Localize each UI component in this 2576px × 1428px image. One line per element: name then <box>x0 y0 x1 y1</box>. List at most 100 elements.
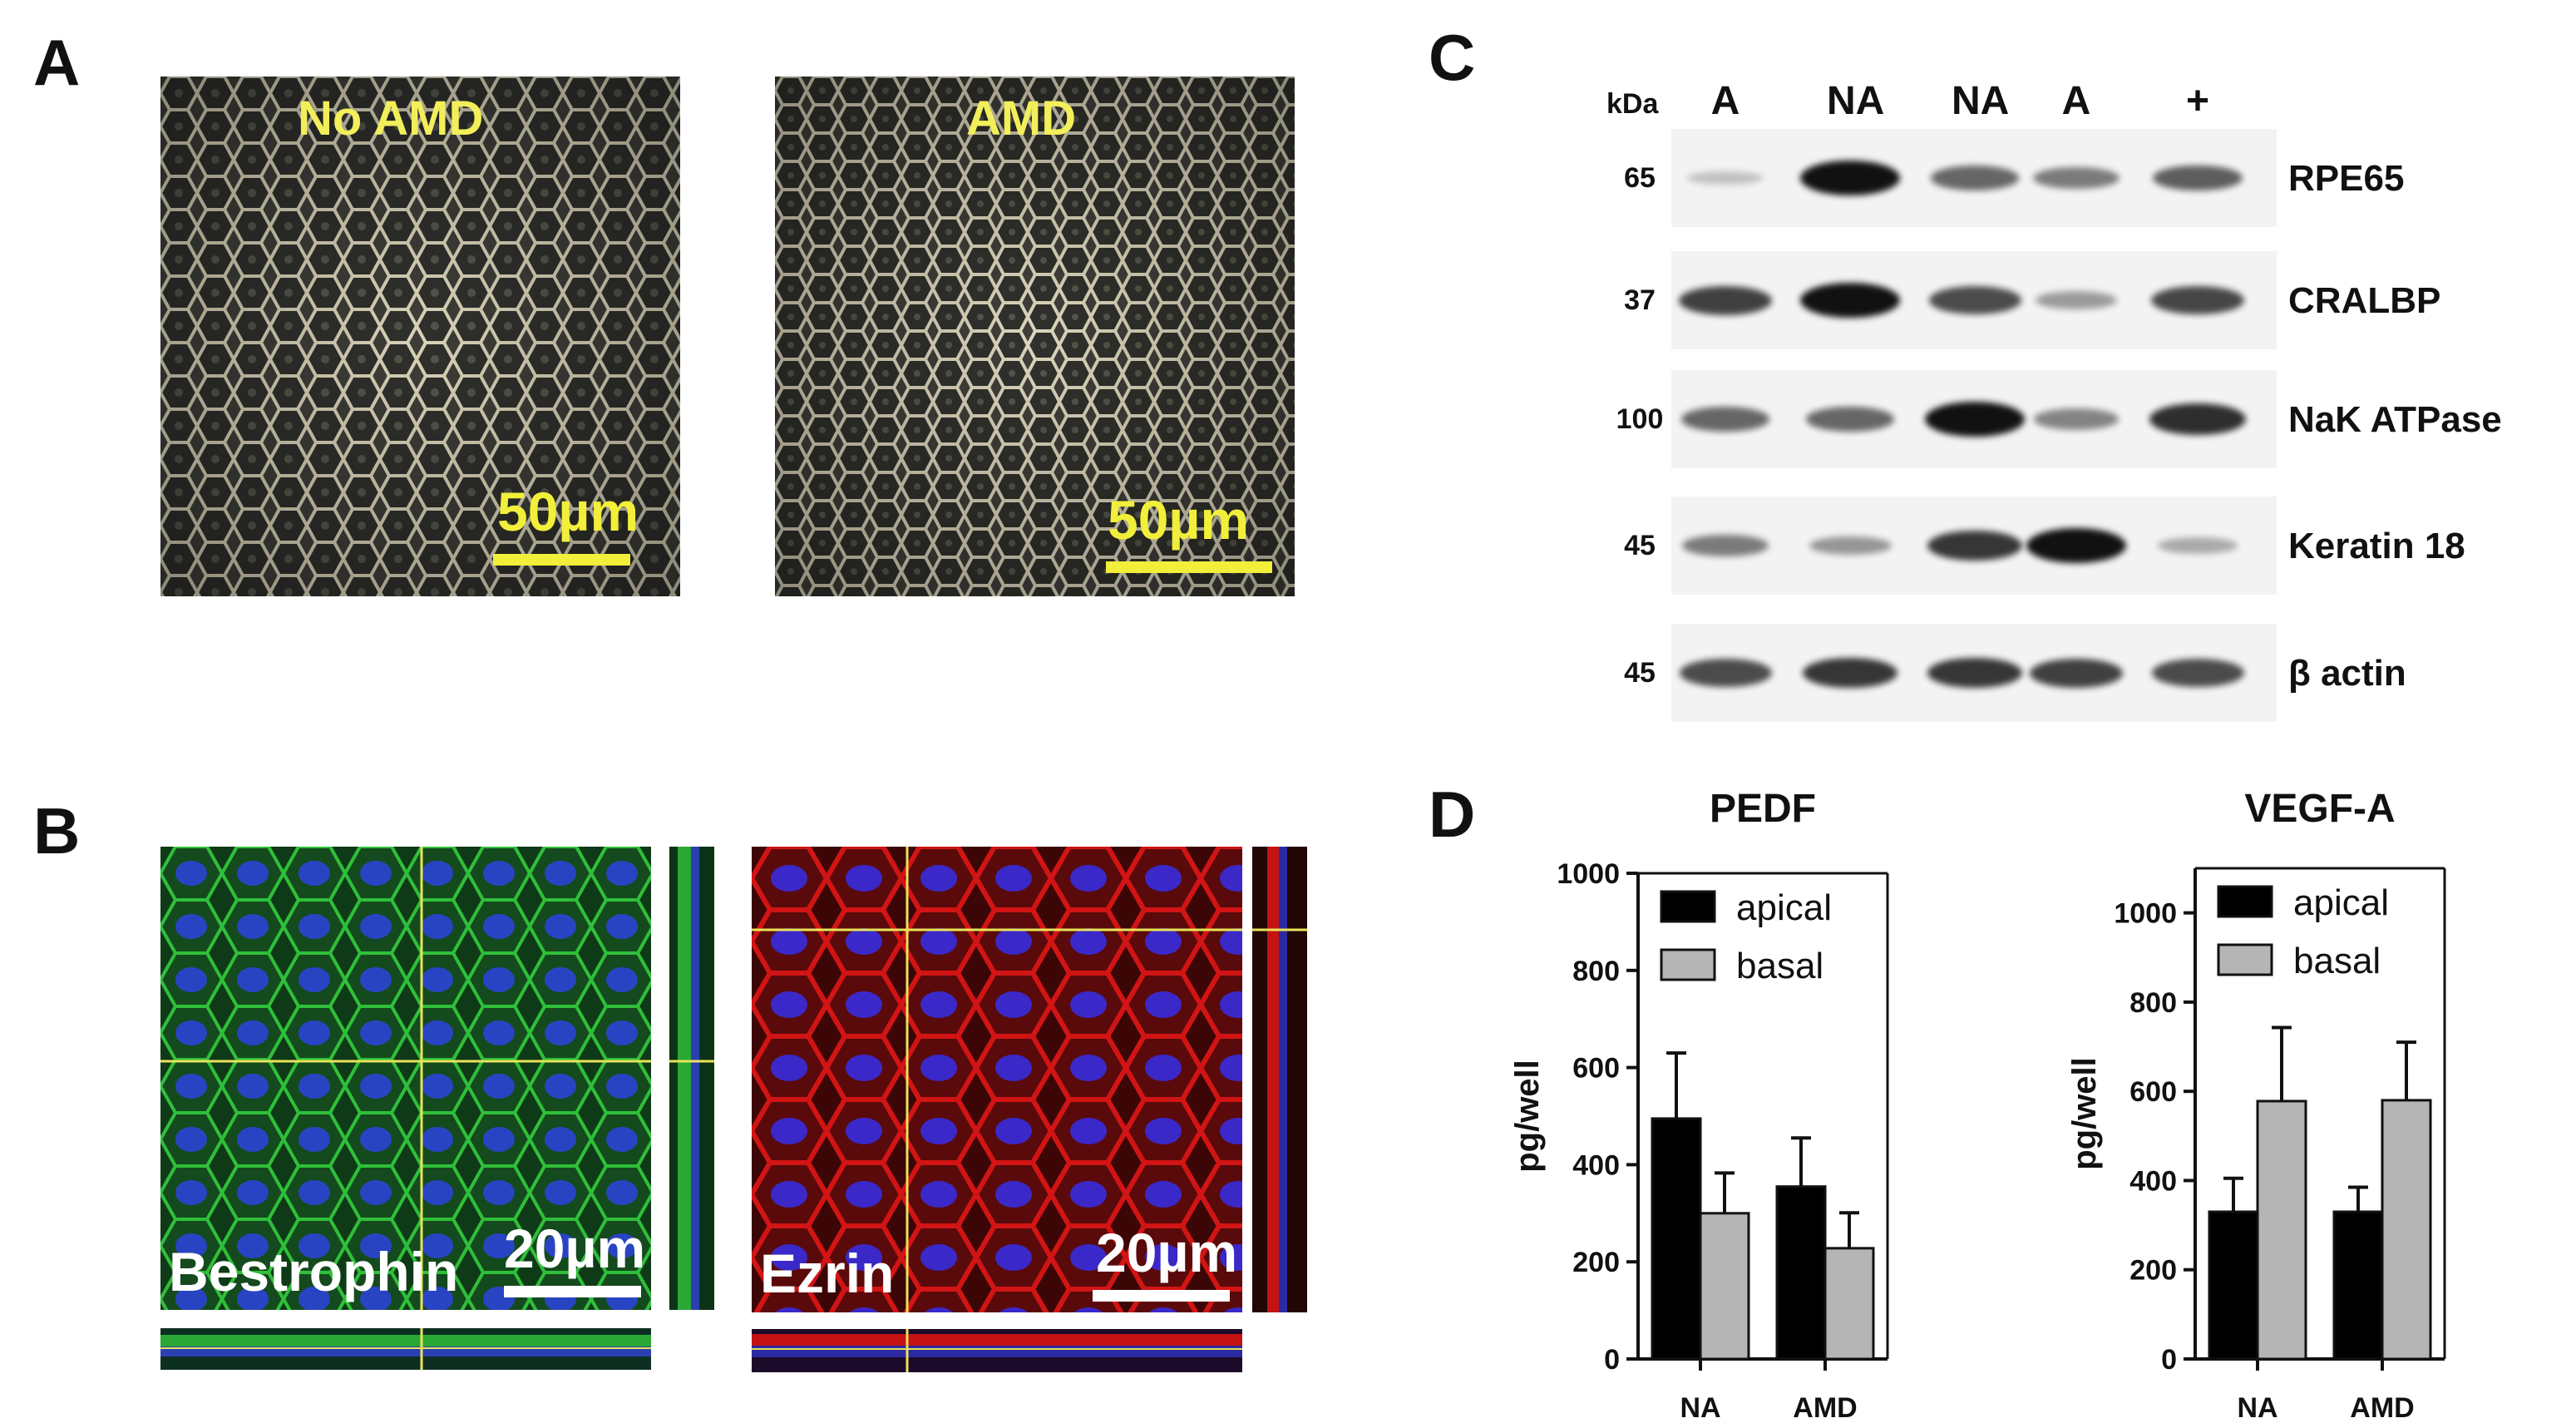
label-ezrin: Ezrin <box>760 1243 895 1304</box>
kda-header: kDa <box>1606 88 1659 120</box>
blot-band <box>1927 657 2022 689</box>
y-tick-label: 600 <box>2129 1076 2177 1108</box>
scale-bar-b-left <box>504 1286 641 1297</box>
confocal-image-ezrin: Ezrin 20µm <box>752 847 1242 1312</box>
bar-apical <box>2208 1210 2259 1361</box>
panel-letter-b: B <box>33 794 81 867</box>
kda-value: 37 <box>1624 284 1656 316</box>
y-tick-label: 400 <box>1572 1149 1620 1181</box>
chart-vegfa: VEGF-A 0 200 400 600 800 1000 pg/well NA AMD apica… <box>2066 787 2446 1422</box>
legend-swatch <box>1660 948 1716 981</box>
lane-label: A <box>2061 79 2091 123</box>
blot-band <box>2153 165 2243 191</box>
blot-band <box>1925 402 2025 437</box>
blot-strip <box>1671 251 2277 349</box>
y-tick-label: 1000 <box>2114 898 2177 930</box>
orthogonal-xz-bestrophin <box>160 1328 651 1370</box>
scale-bar-a-right <box>1106 561 1272 573</box>
x-tick-label: NA <box>2237 1392 2277 1422</box>
blot-band <box>2029 658 2124 688</box>
blot-band <box>2034 408 2119 430</box>
y-axis-label: pg/well <box>2066 1057 2103 1170</box>
x-tick-label: AMD <box>1793 1392 1857 1422</box>
lane-label: NA <box>1952 79 2010 123</box>
legend-swatch <box>2217 885 2273 918</box>
ezrin-staining <box>752 847 1242 1312</box>
label-no-amd: No AMD <box>298 91 484 146</box>
label-bestrophin: Bestrophin <box>169 1241 459 1302</box>
legend-label: basal <box>1736 946 1823 986</box>
orthogonal-yz-bestrophin <box>669 847 714 1310</box>
blot-band <box>1678 285 1773 315</box>
blot-band <box>2151 285 2244 315</box>
kda-value: 100 <box>1616 403 1664 435</box>
legend-swatch <box>1660 890 1716 923</box>
phase-contrast-image-amd: AMD 50µm <box>775 77 1295 596</box>
y-tick-label: 1000 <box>1557 858 1620 890</box>
panel-letter-c: C <box>1429 21 1476 94</box>
scale-text-b-left: 20µm <box>504 1218 646 1279</box>
protein-name: RPE65 <box>2288 158 2405 199</box>
blot-strip <box>1671 497 2277 595</box>
orthogonal-xz-ezrin <box>752 1329 1242 1372</box>
bar-apical <box>1651 1117 1702 1361</box>
bar-apical <box>1775 1185 1827 1361</box>
blot-strip <box>1671 370 2277 468</box>
legend-swatch <box>2217 943 2273 976</box>
cell-pattern-amd <box>775 77 1295 596</box>
blot-band <box>1800 283 1900 318</box>
y-axis-label: pg/well <box>1509 1060 1546 1173</box>
bar-basal <box>1823 1247 1875 1361</box>
y-tick-label: 200 <box>1572 1247 1620 1278</box>
scale-text-a-right: 50µm <box>1108 489 1250 551</box>
blot-band <box>1800 161 1900 195</box>
legend-label: apical <box>2293 882 2389 923</box>
blot-band <box>1809 536 1892 556</box>
y-tick-label: 400 <box>2129 1165 2177 1197</box>
blot-band <box>1927 530 2022 561</box>
lane-label: + <box>2185 79 2210 123</box>
protein-name: NaK ATPase <box>2288 399 2502 440</box>
lane-label: NA <box>1827 79 1885 123</box>
kda-value: 45 <box>1624 530 1656 561</box>
blot-band <box>2149 403 2246 435</box>
lane-label: A <box>1710 79 1740 123</box>
bar-apical <box>2332 1210 2384 1361</box>
blot-band <box>2158 537 2238 554</box>
y-tick-label: 200 <box>2129 1255 2177 1287</box>
bestrophin-staining <box>160 847 651 1310</box>
blot-band <box>2151 659 2244 687</box>
blot-band <box>1930 166 2020 190</box>
y-tick-label: 0 <box>1604 1344 1620 1376</box>
blot-band <box>1686 170 1764 185</box>
protein-name: Keratin 18 <box>2288 526 2465 566</box>
blot-strip <box>1671 129 2277 227</box>
cell-pattern-no-amd <box>160 77 680 596</box>
y-tick-label: 0 <box>2161 1344 2177 1376</box>
legend-label: basal <box>2293 941 2381 981</box>
x-tick-label: NA <box>1680 1392 1720 1422</box>
kda-value: 45 <box>1624 657 1656 689</box>
blot-strip <box>1671 624 2277 722</box>
bar-basal <box>2381 1099 2432 1361</box>
blot-band <box>2033 166 2120 190</box>
scale-bar-a-left <box>493 554 630 566</box>
blot-band <box>1928 286 2021 314</box>
blot-band <box>2035 291 2118 309</box>
phase-contrast-image-no-amd: No AMD 50µm <box>160 77 680 596</box>
blot-band <box>1679 659 1772 687</box>
chart-title: PEDF <box>1710 787 1816 831</box>
label-amd: AMD <box>966 91 1077 146</box>
orthogonal-yz-ezrin <box>1252 847 1307 1312</box>
blot-band <box>1805 407 1895 432</box>
protein-name: CRALBP <box>2288 280 2441 321</box>
scale-text-b-right: 20µm <box>1096 1222 1238 1283</box>
confocal-image-bestrophin: Bestrophin 20µm <box>160 847 651 1310</box>
bar-basal <box>2256 1099 2307 1361</box>
panel-letter-d: D <box>1429 778 1476 851</box>
blot-band <box>2026 528 2126 563</box>
scale-text-a-left: 50µm <box>497 481 639 542</box>
y-tick-label: 600 <box>1572 1053 1620 1085</box>
blot-band <box>1682 534 1769 557</box>
blot-band <box>1680 407 1770 432</box>
